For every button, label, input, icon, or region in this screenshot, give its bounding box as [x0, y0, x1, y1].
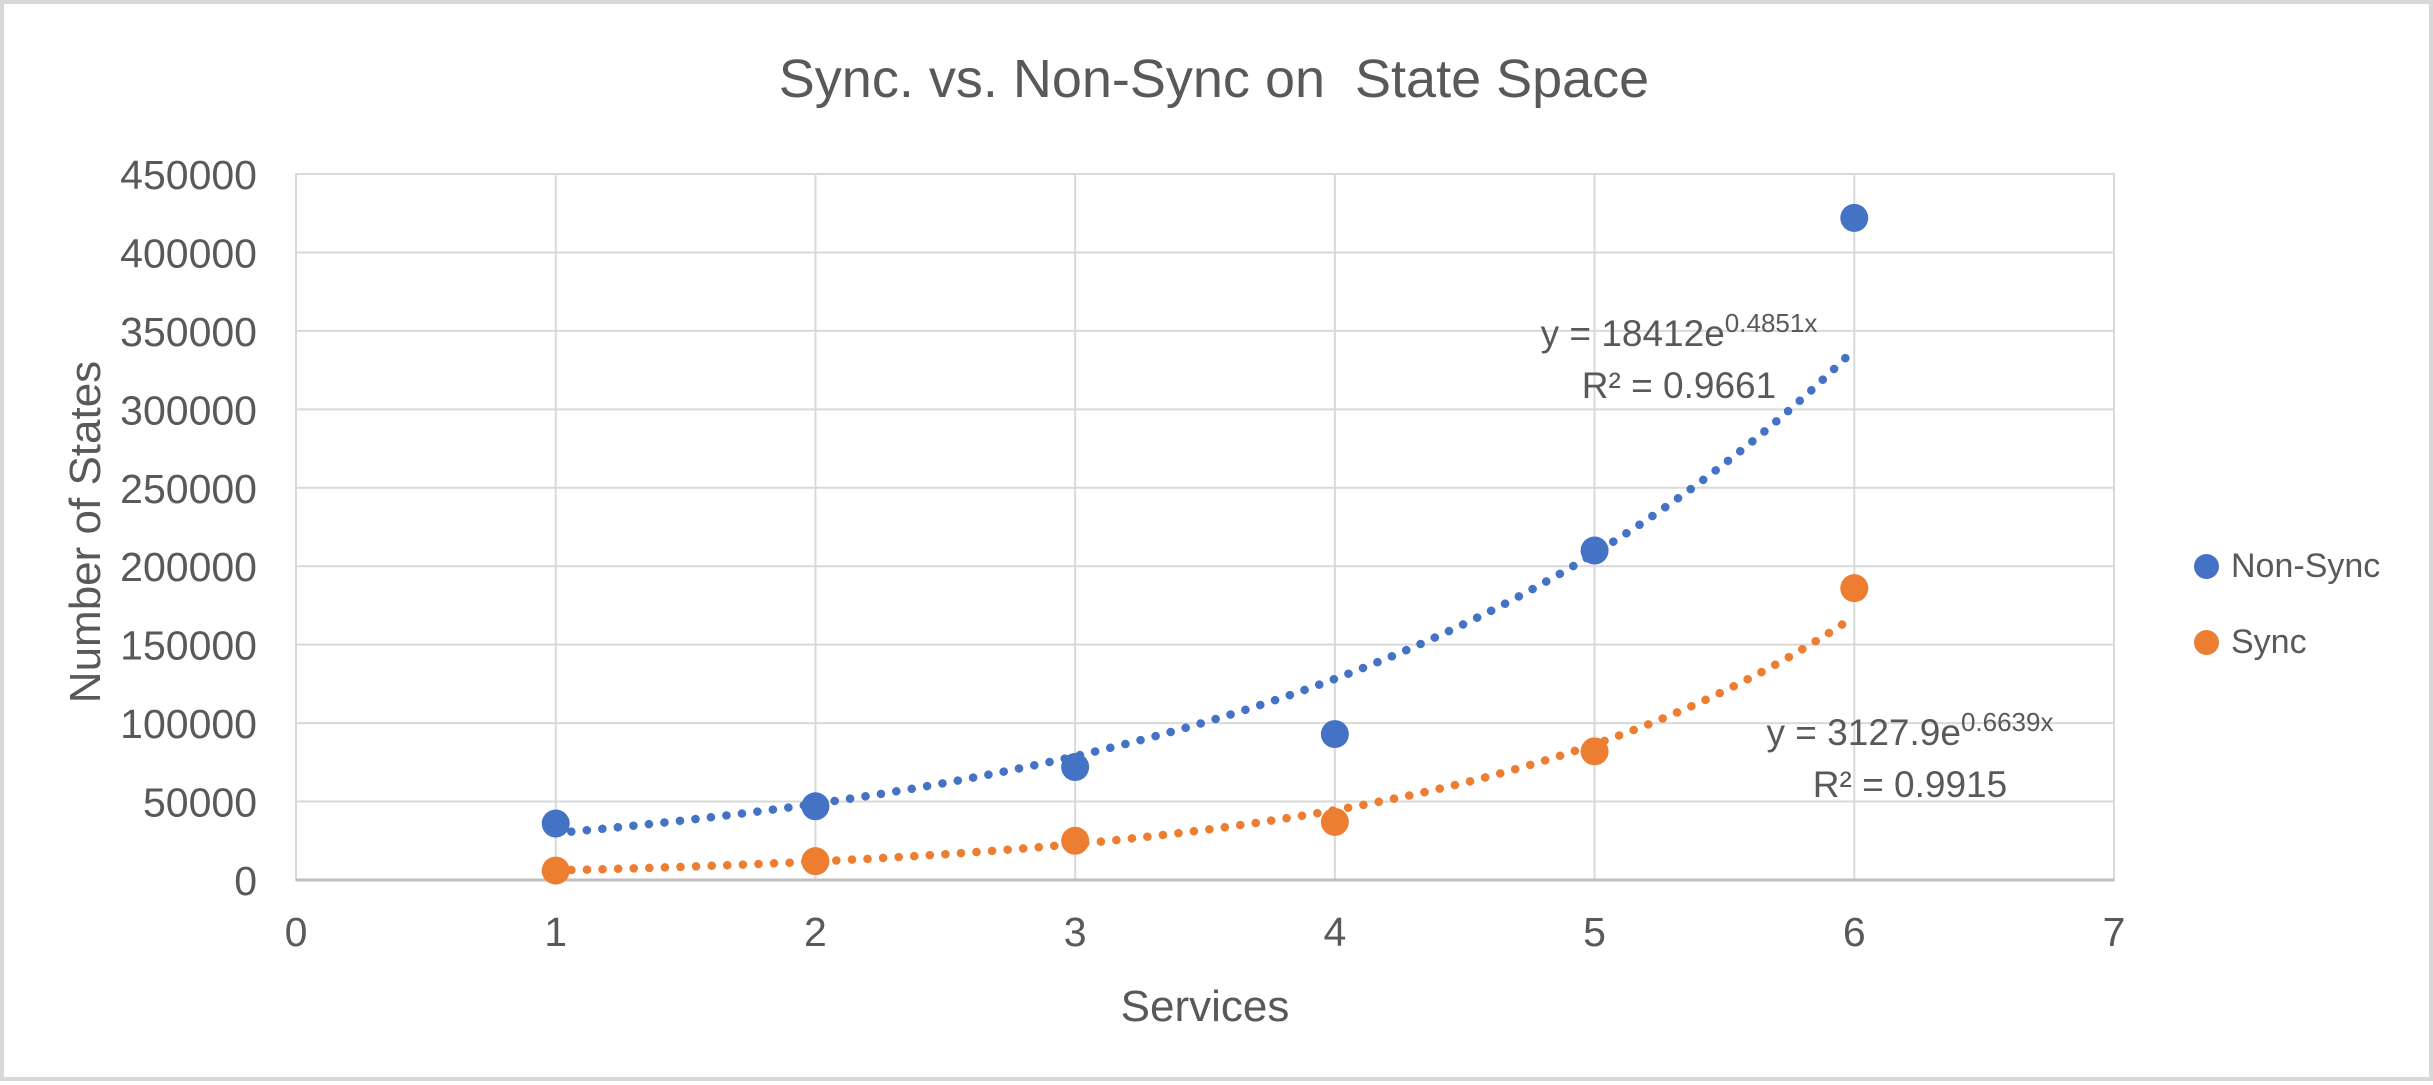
trendline-non-sync: [551, 345, 1859, 838]
data-point-sync: [1580, 737, 1609, 766]
x-tick-label: 5: [1583, 909, 1606, 955]
trendline-equation-non-sync: y = 18412e0.4851x R² = 0.9661: [1444, 297, 1914, 412]
equation-exponent-text: 0.4851x: [1724, 308, 1818, 338]
x-tick-label: 2: [804, 909, 827, 955]
data-point-sync: [801, 847, 830, 876]
y-tick-label: 450000: [120, 152, 257, 198]
data-point-sync: [541, 856, 570, 885]
y-tick-label: 400000: [120, 230, 257, 276]
y-tick-label: 300000: [120, 387, 257, 433]
trendline-equation-sync: y = 3127.9e0.6639x R² = 0.9915: [1675, 696, 2145, 811]
x-tick-label: 4: [1323, 909, 1346, 955]
y-tick-label: 50000: [143, 780, 257, 826]
legend: Non-Sync Sync: [2194, 4, 2433, 1077]
data-point-sync: [1061, 826, 1090, 855]
r-squared-text: R² = 0.9661: [1581, 365, 1777, 406]
legend-item-non-sync: Non-Sync: [2194, 546, 2381, 585]
x-tick-label: 3: [1064, 909, 1087, 955]
data-point-non-sync: [801, 792, 830, 821]
x-tick-label: 1: [544, 909, 567, 955]
equation-line: y = 18412e0.4851x: [1444, 297, 1914, 360]
r-squared-text: R² = 0.9915: [1812, 764, 2008, 805]
x-tick-label: 7: [2103, 909, 2126, 955]
data-point-non-sync: [1580, 536, 1609, 565]
x-axis-title: Services: [1120, 982, 1290, 1031]
legend-item-sync: Sync: [2194, 622, 2307, 661]
legend-marker-sync-icon: [2194, 629, 2219, 655]
x-tick-label: 0: [285, 909, 308, 955]
y-tick-label: 150000: [120, 623, 257, 669]
equation-base-text: y = 18412e: [1540, 313, 1725, 354]
legend-label-sync: Sync: [2231, 622, 2307, 661]
equation-base-text: y = 3127.9e: [1766, 712, 1961, 753]
data-point-non-sync: [541, 809, 570, 838]
legend-label-non-sync: Non-Sync: [2231, 546, 2381, 585]
x-tick-label: 6: [1843, 909, 1866, 955]
y-tick-label: 100000: [120, 701, 257, 747]
y-tick-label: 250000: [120, 466, 257, 512]
chart-title: Sync. vs. Non-Sync on State Space: [778, 49, 1650, 109]
y-tick-label: 200000: [120, 544, 257, 590]
y-axis-title: Number of States: [61, 360, 110, 704]
data-point-non-sync: [1320, 720, 1349, 749]
equation-exponent-text: 0.6639x: [1960, 707, 2054, 737]
data-point-sync: [1840, 574, 1869, 603]
y-tick-label: 350000: [120, 309, 257, 355]
legend-marker-non-sync-icon: [2194, 553, 2219, 579]
data-point-non-sync: [1061, 753, 1090, 782]
y-tick-label: 0: [234, 858, 257, 904]
data-point-non-sync: [1840, 203, 1869, 232]
plot-area: 0500001000001500002000002500003000003500…: [120, 152, 2126, 955]
equation-line: y = 3127.9e0.6639x: [1675, 696, 2145, 759]
data-point-sync: [1320, 807, 1349, 836]
trendline-sync: [551, 612, 1859, 875]
